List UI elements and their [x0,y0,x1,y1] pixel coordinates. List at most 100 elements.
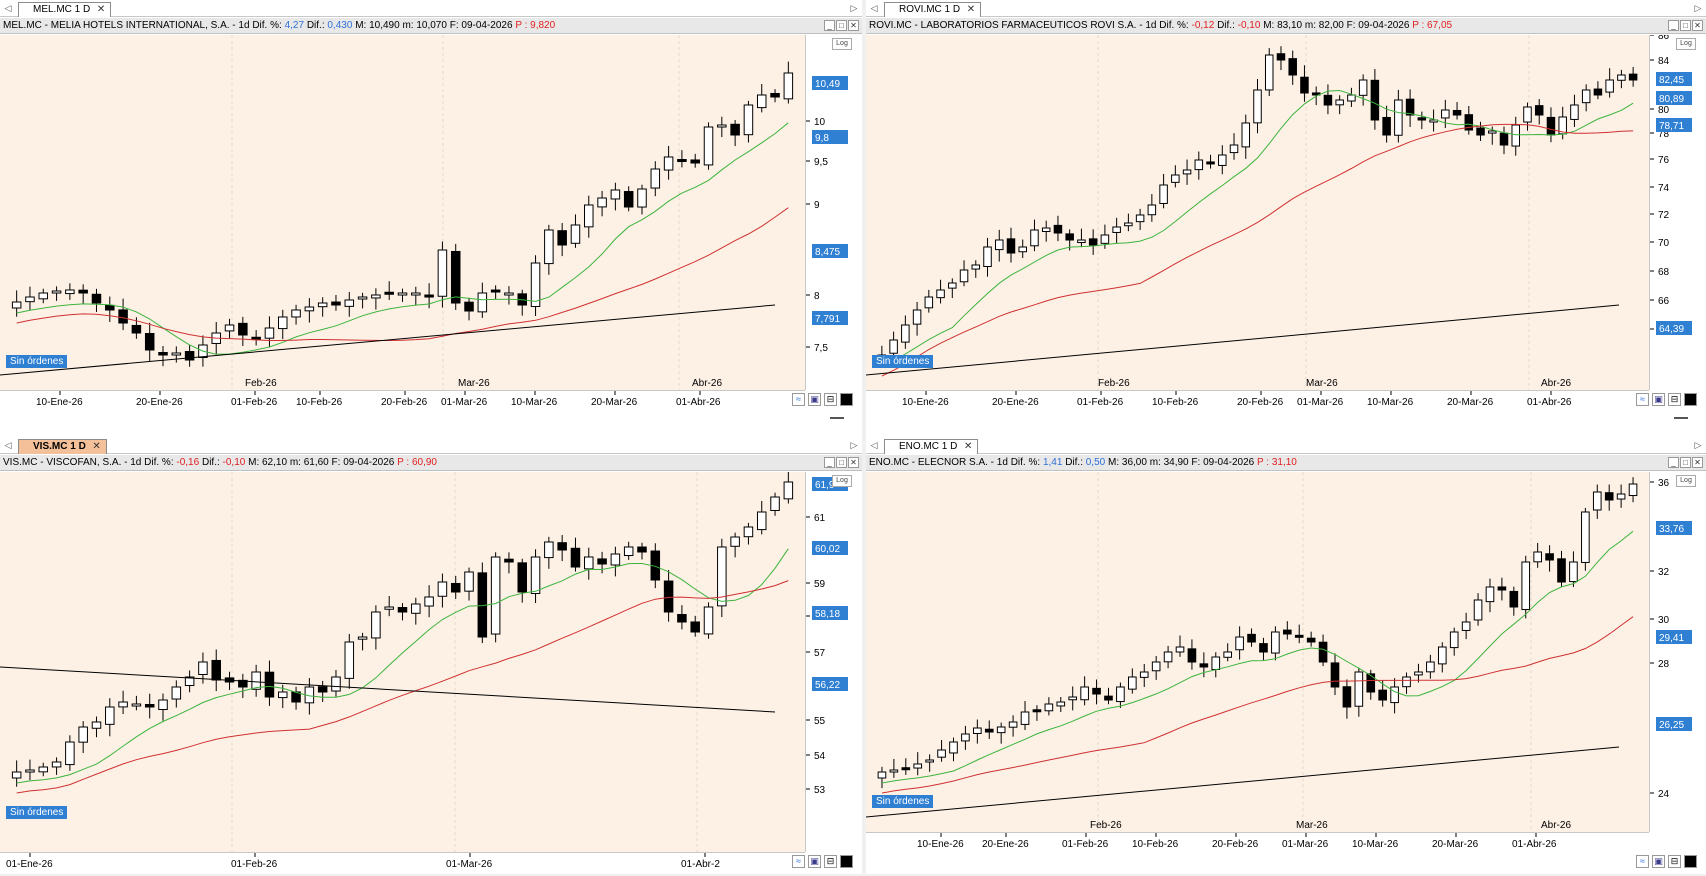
log-scale-button[interactable]: Log [1676,38,1696,50]
y-tick-label: 53 [814,785,826,796]
tab-scroll-left-icon[interactable]: ◁ [4,3,12,13]
tab-scroll-left-icon[interactable]: ◁ [4,440,12,450]
price-plot[interactable]: Feb-26 Mar-26 Abr-26 Sin órdenes [0,35,805,390]
chart-pane-eno: ◁ ENO.MC 1 D ✕ ▷ ENO.MC - ELECNOR S.A. -… [865,437,1706,874]
split-icon[interactable]: ⊟ [824,855,837,868]
x-tick-label: 10-Feb-26 [296,397,343,408]
minimize-icon[interactable]: _ [1668,457,1679,468]
tab-rovi[interactable]: ROVI.MC 1 D ✕ [884,2,982,17]
candle-up [1523,106,1532,123]
fill-icon[interactable] [1684,855,1697,868]
price-badge [1656,717,1692,731]
tab-scroll-left-icon[interactable]: ◁ [870,3,878,13]
candle-up [889,769,899,773]
symbol-info-bar: ENO.MC - ELECNOR S.A. - 1d Dif. %: 1,41 … [866,455,1706,471]
price-plot[interactable]: Sin órdenes [0,470,805,852]
candle-up [756,511,767,531]
candle-down [1628,73,1638,81]
candle-down [1497,586,1507,591]
fill-icon[interactable] [1684,393,1697,406]
save-icon[interactable]: ▣ [1652,855,1665,868]
x-axis: 10-Ene-26 20-Ene-26 01-Feb-26 10-Feb-26 20-F… [866,390,1649,410]
log-scale-button[interactable]: Log [832,38,852,50]
x-tick-label: 10-Feb-26 [1152,397,1199,408]
price-badge-label: 29,41 [1659,633,1684,644]
x-tick-label: 20-Ene-26 [982,839,1029,850]
maximize-icon[interactable]: □ [1680,457,1691,468]
wave-tool-icon[interactable]: ≈ [1636,855,1649,868]
tab-vis[interactable]: VIS.MC 1 D ✕ [18,439,107,454]
x-tick-label: 20-Ene-26 [136,397,183,408]
close-icon[interactable]: ✕ [963,441,973,452]
candle-up [477,292,488,313]
candle-up [1358,79,1368,96]
candle-down [424,294,434,298]
candle-down [690,621,700,633]
fill-icon[interactable] [840,855,853,868]
tab-scroll-right-icon[interactable]: ▷ [850,440,858,450]
wave-tool-icon[interactable]: ≈ [792,393,805,406]
close-window-icon[interactable]: ✕ [848,457,859,468]
minimize-icon[interactable]: _ [1668,20,1679,31]
log-scale-button[interactable]: Log [1676,475,1696,487]
y-tick-label: 86 [1658,35,1670,42]
close-icon[interactable]: ✕ [966,4,976,15]
price-badge-label: 60,02 [815,544,840,555]
fill-icon[interactable] [840,393,853,406]
wave-tool-icon[interactable]: ≈ [792,855,805,868]
candle-up [1473,599,1483,621]
candle-up [1253,89,1262,124]
candle-up [118,701,128,708]
split-icon[interactable]: ⊟ [1668,855,1681,868]
scroll-indicator[interactable] [1674,417,1688,419]
close-window-icon[interactable]: ✕ [848,20,859,31]
tab-scroll-right-icon[interactable]: ▷ [1694,440,1702,450]
split-icon[interactable]: ⊟ [1668,393,1681,406]
candle-up [925,759,934,763]
maximize-icon[interactable]: □ [836,457,847,468]
tab-mel[interactable]: MEL.MC 1 D ✕ [18,2,112,17]
save-icon[interactable]: ▣ [808,855,821,868]
candle-up [171,352,182,356]
candle-down [450,582,461,593]
minimize-icon[interactable]: _ [824,20,835,31]
tab-eno[interactable]: ENO.MC 1 D ✕ [884,439,979,454]
tab-scroll-left-icon[interactable]: ◁ [870,440,878,450]
max-label: M: [248,457,260,468]
tab-scroll-right-icon[interactable]: ▷ [1694,3,1702,13]
candle-down [623,191,634,208]
close-icon[interactable]: ✕ [92,441,101,452]
close-window-icon[interactable]: ✕ [1692,457,1703,468]
p-value: 60,90 [411,457,437,468]
price-plot[interactable]: Feb-26 Mar-26 Abr-26 Sin órdenes [865,472,1649,832]
price-badge [812,541,848,555]
ma-short-line [16,548,789,784]
candle-down [1417,117,1427,121]
maximize-icon[interactable]: □ [836,20,847,31]
candle-down [144,332,155,351]
y-axis[interactable]: 868480787674727068666482,4580,8978,7164,… [1649,31,1697,390]
candle-up [251,671,261,690]
price-plot[interactable]: Feb-26 Mar-26 Abr-26 Sin órdenes [865,35,1649,390]
x-tick-label: 01-Feb-26 [1077,397,1124,408]
wave-tool-icon[interactable]: ≈ [1636,393,1649,406]
scroll-indicator[interactable] [830,417,844,419]
candle-up [1485,586,1495,603]
close-icon[interactable]: ✕ [96,4,106,15]
tab-scroll-right-icon[interactable]: ▷ [850,3,858,13]
candle-up [1461,621,1471,631]
maximize-icon[interactable]: □ [1680,20,1691,31]
y-axis[interactable]: 10 9,5 9 8 7,5 10,49 9,8 8,475 7,791 Log [805,35,853,390]
candle-up [1135,214,1145,223]
candle-up [1592,491,1602,511]
minimize-icon[interactable]: _ [824,457,835,468]
log-scale-button[interactable]: Log [832,475,852,487]
save-icon[interactable]: ▣ [808,393,821,406]
split-icon[interactable]: ⊟ [824,393,837,406]
status-badge: Sin órdenes [872,355,934,368]
candle-up [663,156,674,171]
y-axis[interactable]: 36 32 30 28 24 33,76 29,41 26,25 Log [1649,472,1697,832]
close-window-icon[interactable]: ✕ [1692,20,1703,31]
save-icon[interactable]: ▣ [1652,393,1665,406]
